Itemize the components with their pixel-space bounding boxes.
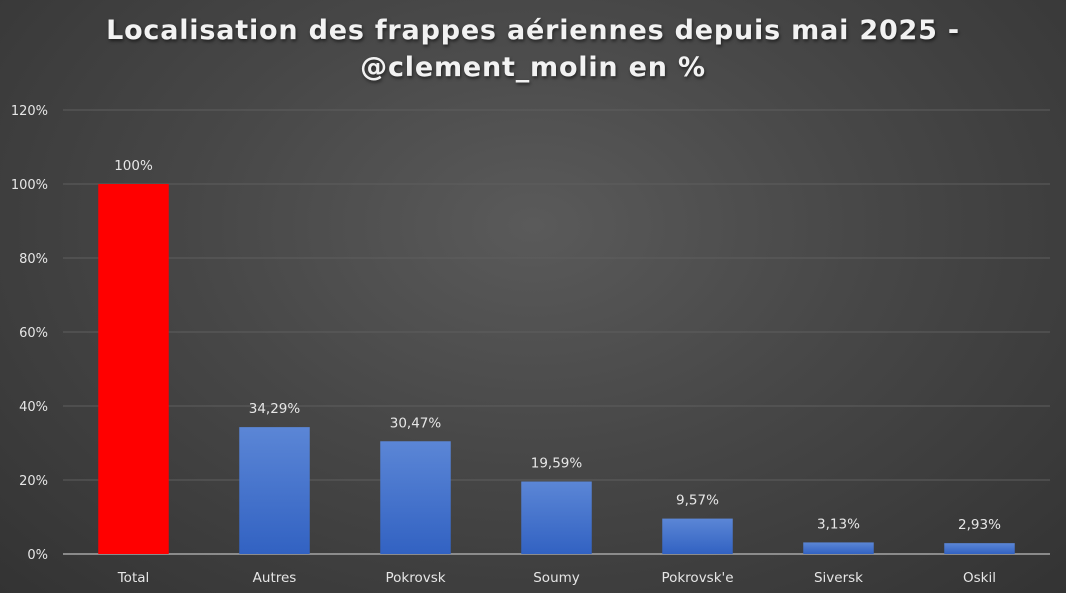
chart-title-line-1: Localisation des frappes aériennes depui… xyxy=(106,15,960,46)
chart-title: Localisation des frappes aériennes depui… xyxy=(0,12,1066,86)
y-tick-label: 120% xyxy=(11,104,48,119)
bar-siversk xyxy=(803,542,874,554)
x-category-label: Total xyxy=(117,570,150,586)
bar-pokrovsk xyxy=(380,441,451,554)
x-category-label: Siversk xyxy=(814,570,863,586)
data-label: 2,93% xyxy=(958,517,1001,533)
bar-total xyxy=(98,184,169,554)
data-label: 30,47% xyxy=(390,415,442,431)
y-tick-label: 60% xyxy=(19,326,48,341)
x-category-label: Oskil xyxy=(963,570,996,586)
data-label: 3,13% xyxy=(817,516,860,532)
data-label: 34,29% xyxy=(249,401,301,417)
bar-autres xyxy=(239,427,310,554)
y-tick-label: 40% xyxy=(19,400,48,415)
data-label: 100% xyxy=(114,158,153,174)
chart-title-line-2: @clement_molin en % xyxy=(360,52,706,83)
labels: 0% 20% 40% 60% 80% 100% 120% 100% Total 34,29% Aut… xyxy=(11,104,1001,586)
y-tick-label: 100% xyxy=(11,178,48,193)
bar-oskil xyxy=(944,543,1015,554)
bar-pokrovsk-e xyxy=(662,518,733,554)
x-category-label: Autres xyxy=(253,570,297,586)
bars xyxy=(98,184,1015,554)
y-tick-label: 20% xyxy=(19,474,48,489)
x-category-label: Pokrovsk'e xyxy=(661,570,733,586)
data-label: 19,59% xyxy=(531,456,583,472)
bar-soumy xyxy=(521,481,592,554)
y-tick-label: 0% xyxy=(27,548,48,563)
x-category-label: Soumy xyxy=(533,570,580,586)
y-tick-label: 80% xyxy=(19,252,48,267)
x-category-label: Pokrovsk xyxy=(385,570,445,586)
data-label: 9,57% xyxy=(676,493,719,509)
